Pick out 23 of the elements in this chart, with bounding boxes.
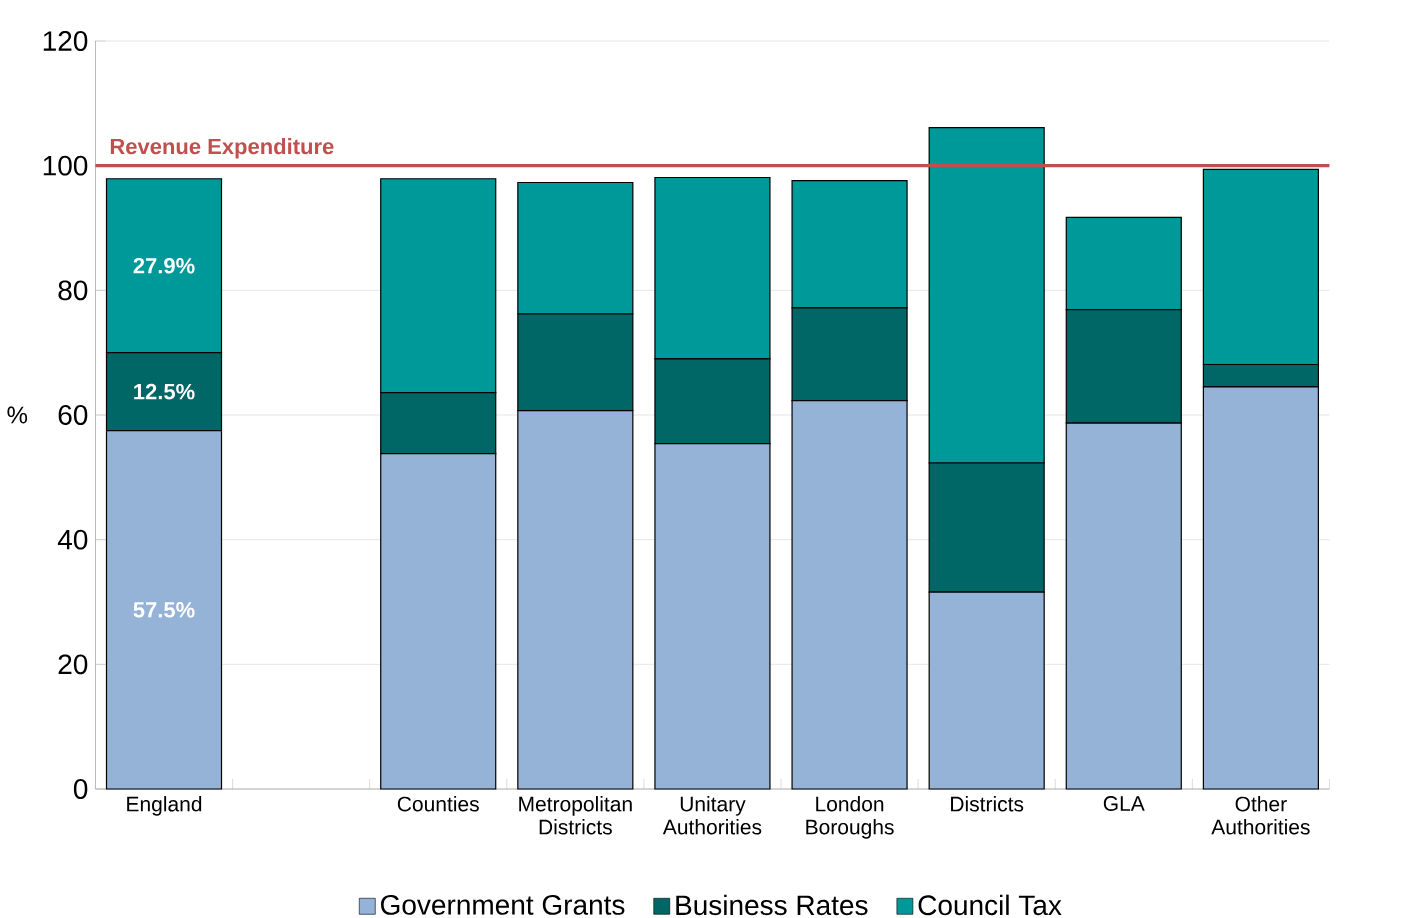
x-tick-label: GLA (1103, 796, 1145, 811)
y-tick-label: 0 (73, 779, 88, 799)
y-tick-label: 40 (57, 529, 88, 550)
data-label: 27.9% (133, 257, 195, 274)
y-tick-label: 100 (43, 155, 88, 176)
x-tick-label: Counties (397, 796, 479, 812)
x-tick-label: Metropolitan Districts (519, 796, 632, 835)
data-label: 12.5% (134, 383, 195, 400)
ref-line-label: Revenue Expenditure (110, 138, 334, 159)
y-tick-label: 60 (58, 405, 88, 425)
y-tick-label: 20 (58, 654, 88, 675)
legend-label: Council Tax (918, 894, 1062, 916)
x-tick-label: Districts (951, 796, 1024, 812)
legend-label: Government Grants (380, 894, 625, 915)
y-tick-label: 80 (58, 280, 88, 301)
data-label: 57.5% (133, 602, 195, 618)
x-tick-label: Unitary Authorities (662, 796, 762, 835)
legend-label: Business Rates (676, 894, 868, 916)
x-tick-label: England (127, 796, 202, 816)
x-tick-label: Other Authorities (1211, 796, 1310, 835)
y-tick-label: 120 (43, 31, 88, 51)
x-tick-label: London Boroughs (806, 796, 894, 839)
y-axis-title: % (7, 406, 28, 424)
